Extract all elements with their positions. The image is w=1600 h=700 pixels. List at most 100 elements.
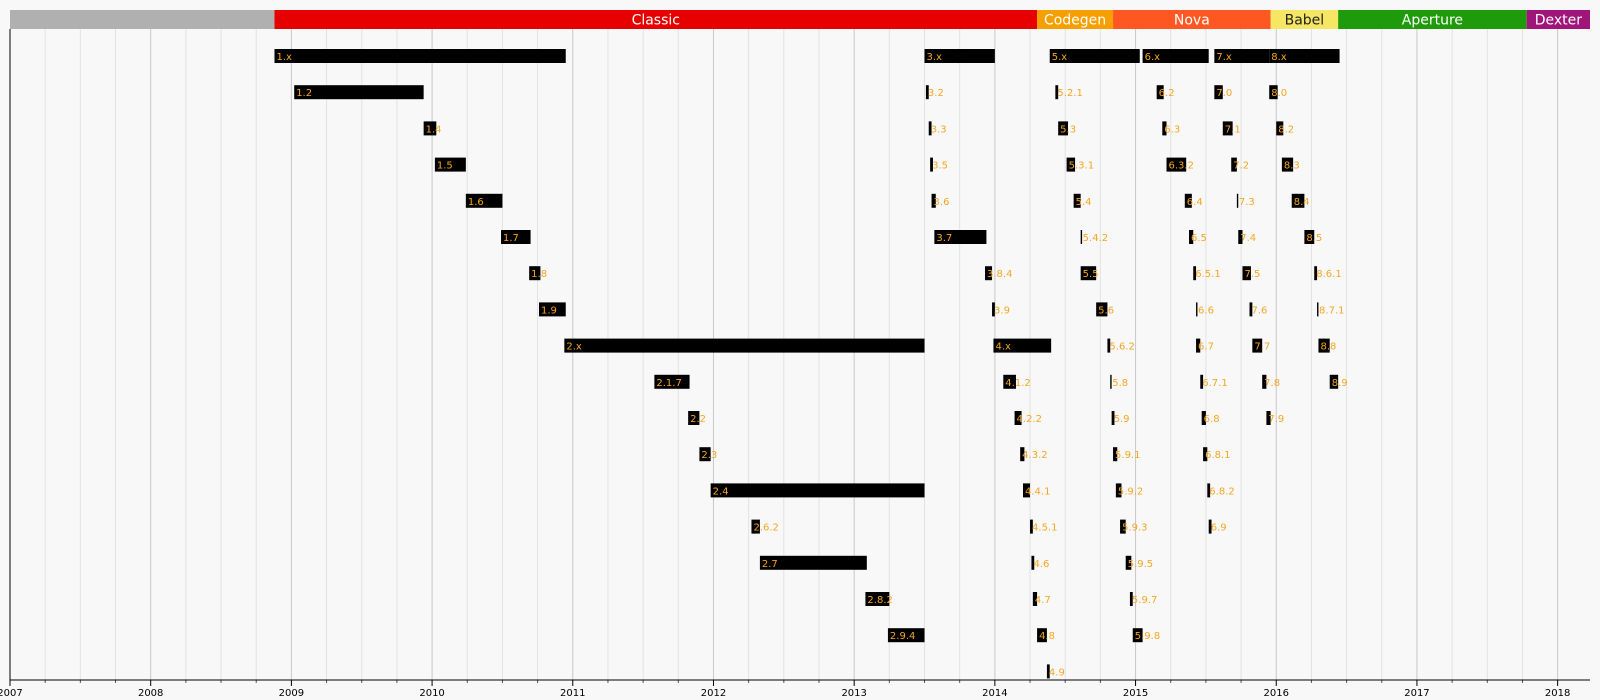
bar — [529, 266, 541, 281]
bar-label: 1.5 — [437, 161, 453, 172]
bar — [1252, 338, 1263, 353]
bar — [1196, 302, 1198, 317]
bar-label: 7.0 — [1216, 88, 1232, 99]
bar — [1030, 519, 1033, 534]
bar-label: 2.8.2 — [867, 595, 892, 606]
era-label: Dexter — [1535, 13, 1583, 29]
bar — [1208, 519, 1212, 534]
bar-label: 6.8.2 — [1209, 486, 1234, 497]
bar-label: 6.x — [1145, 52, 1161, 63]
bar-label: 5.9 — [1114, 414, 1130, 425]
bar — [751, 519, 760, 534]
bar — [1107, 338, 1111, 353]
bar-label: 8.8 — [1320, 342, 1336, 353]
bar-label: 5.x — [1052, 52, 1068, 63]
bar — [1080, 266, 1097, 281]
x-tick-label: 2014 — [982, 688, 1007, 699]
bar-label: 8.4 — [1294, 197, 1310, 208]
bar — [699, 447, 711, 462]
bar — [1304, 230, 1315, 244]
era-label: Nova — [1174, 13, 1210, 29]
bar — [1115, 483, 1122, 498]
era-band — [1526, 10, 1590, 29]
bar — [931, 193, 936, 208]
bar — [924, 49, 995, 63]
bar-label: 4.3.2 — [1022, 450, 1047, 461]
bar — [688, 411, 700, 425]
bar — [1096, 302, 1108, 317]
bar-label: 4.7 — [1035, 595, 1051, 606]
bar-label: 4.2.2 — [1017, 414, 1042, 425]
bar-label: 5.9.8 — [1135, 631, 1160, 642]
bar — [1207, 483, 1211, 498]
x-tick-label: 2008 — [138, 688, 163, 699]
bar-label: 3.6 — [934, 197, 950, 208]
bar — [992, 302, 995, 317]
bar-label: 1.9 — [541, 305, 557, 316]
bar — [1276, 121, 1284, 136]
era-label: Aperture — [1402, 13, 1463, 29]
bar — [1031, 555, 1035, 570]
bar — [1125, 555, 1132, 570]
x-tick-label: 2010 — [419, 688, 444, 699]
bar-label: 7.7 — [1254, 342, 1270, 353]
bar-label: 5.9.2 — [1118, 486, 1143, 497]
bar-label: 6.7.1 — [1202, 378, 1227, 389]
bar-label: 5.4 — [1076, 197, 1092, 208]
bar-label: 1.4 — [426, 124, 442, 135]
bar-label: 5.8 — [1112, 378, 1128, 389]
bar — [1020, 447, 1025, 462]
bar-label: 1.7 — [503, 233, 519, 244]
bar — [1166, 157, 1187, 172]
bar — [1203, 447, 1208, 462]
bar-label: 2.1.7 — [656, 378, 681, 389]
bar-label: 6.3.2 — [1169, 161, 1194, 172]
bar — [1189, 230, 1194, 244]
era-band — [10, 10, 275, 29]
bar-label: 2.7 — [762, 559, 778, 570]
bar-label: 8.3 — [1284, 161, 1300, 172]
bar — [1120, 519, 1126, 534]
bar — [434, 157, 466, 172]
bar-label: 1.8 — [531, 269, 547, 280]
bar-label: 5.6 — [1098, 305, 1114, 316]
bar-label: 4.5.1 — [1032, 523, 1057, 534]
bar-label: 8.6.1 — [1316, 269, 1341, 280]
bar — [1214, 49, 1270, 63]
bar — [1291, 193, 1305, 208]
bar-label: 8.0 — [1271, 88, 1287, 99]
era-label: Codegen — [1044, 13, 1106, 29]
bar — [1003, 374, 1016, 389]
bar-label: 4.4.1 — [1025, 486, 1050, 497]
x-tick-label: 2013 — [841, 688, 866, 699]
bar-label: 3.9 — [994, 305, 1010, 316]
bar-label: 4.6 — [1033, 559, 1049, 570]
bar — [1142, 49, 1209, 63]
bar — [1214, 85, 1223, 100]
bar-label: 2.x — [566, 342, 582, 353]
bar-label: 6.7 — [1198, 342, 1214, 353]
bar-label: 6.8.1 — [1205, 450, 1230, 461]
bar — [423, 121, 437, 136]
bar — [1023, 483, 1031, 498]
bar-label: 5.2.1 — [1057, 88, 1082, 99]
bar-label: 3.3 — [931, 124, 947, 135]
bar-label: 8.7.1 — [1319, 305, 1344, 316]
bar-label: 7.4 — [1240, 233, 1256, 244]
bar — [985, 266, 993, 281]
era-band — [1270, 10, 1339, 29]
bar-label: 5.9.5 — [1128, 559, 1153, 570]
bar-label: 4.1.2 — [1005, 378, 1030, 389]
bar — [1269, 49, 1340, 63]
x-tick-label: 2011 — [560, 688, 585, 699]
bar-label: 7.8 — [1264, 378, 1280, 389]
bar-label: 4.x — [995, 342, 1011, 353]
bar-label: 3.5 — [932, 161, 948, 172]
bar-label: 2.3 — [701, 450, 717, 461]
bar-label: 8.9 — [1332, 378, 1348, 389]
bar — [1201, 411, 1206, 425]
bar — [1317, 302, 1319, 317]
bar-label: 1.x — [277, 52, 293, 63]
bar — [1014, 411, 1022, 425]
